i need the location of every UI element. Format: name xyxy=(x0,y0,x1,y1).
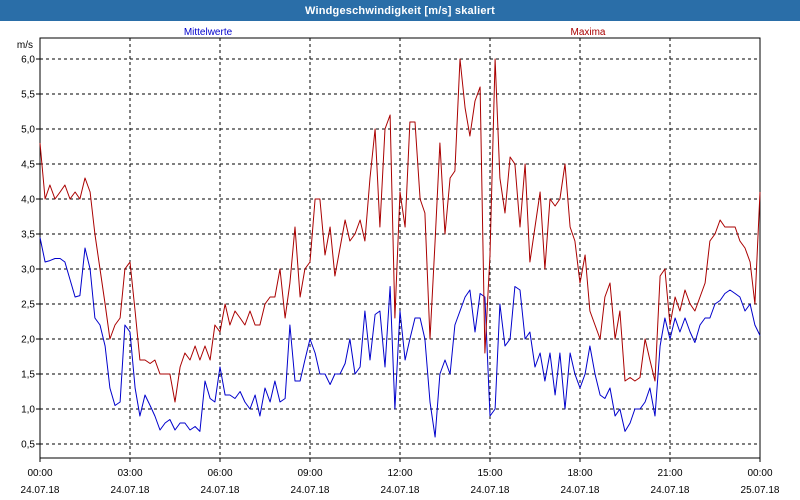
x-tick-time-label: 00:00 xyxy=(747,468,772,479)
wind-speed-chart: 0,5 1,0 1,5 2,0 2,5 3,0 3,5 4,0 4,5 5,0 5,5 6,0 00:0… xyxy=(0,21,800,500)
y-tick-label: 0,5 xyxy=(21,440,35,451)
x-tick-date-label: 24.07.18 xyxy=(651,485,690,496)
series-lines xyxy=(39,58,761,438)
y-tick-label: 3,5 xyxy=(21,230,35,241)
x-tick-date-label: 24.07.18 xyxy=(201,485,240,496)
x-tick-time-label: 03:00 xyxy=(117,468,142,479)
x-tick-time-label: 12:00 xyxy=(387,468,412,479)
y-axis-unit-label: m/s xyxy=(17,40,33,51)
axes: 0,5 1,0 1,5 2,0 2,5 3,0 3,5 4,0 4,5 5,0 5,5 6,0 00:0… xyxy=(21,55,780,497)
x-tick-date-label: 24.07.18 xyxy=(111,485,150,496)
y-tick-label: 4,5 xyxy=(21,160,35,171)
x-tick-time-label: 15:00 xyxy=(477,468,502,479)
x-tick-date-label: 24.07.18 xyxy=(291,485,330,496)
x-tick-time-label: 09:00 xyxy=(297,468,322,479)
x-tick-date-label: 24.07.18 xyxy=(561,485,600,496)
y-tick-label: 4,0 xyxy=(21,195,35,206)
window-title: Windgeschwindigkeit [m/s] skaliert xyxy=(304,4,496,17)
x-tick-date-label: 24.07.18 xyxy=(471,485,510,496)
legend-max-label: Maxima xyxy=(570,27,605,38)
window-title-bar: Windgeschwindigkeit [m/s] skaliert xyxy=(0,0,800,21)
legend-mean-label: Mittelwerte xyxy=(184,27,233,38)
y-tick-label: 1,5 xyxy=(21,370,35,381)
x-tick-time-label: 00:00 xyxy=(27,468,52,479)
x-tick-date-label: 24.07.18 xyxy=(381,485,420,496)
x-tick-date-label: 25.07.18 xyxy=(741,485,780,496)
y-tick-label: 2,5 xyxy=(21,300,35,311)
x-tick-time-label: 06:00 xyxy=(207,468,232,479)
x-tick-date-label: 24.07.18 xyxy=(21,485,60,496)
y-tick-label: 3,0 xyxy=(21,265,35,276)
y-tick-label: 5,5 xyxy=(21,90,35,101)
series-line-mittelwerte xyxy=(39,237,761,438)
y-tick-label: 1,0 xyxy=(21,405,35,416)
y-tick-label: 6,0 xyxy=(21,55,35,66)
y-tick-label: 5,0 xyxy=(21,125,35,136)
y-tick-label: 2,0 xyxy=(21,335,35,346)
x-tick-time-label: 21:00 xyxy=(657,468,682,479)
x-tick-time-label: 18:00 xyxy=(567,468,592,479)
series-line-maxima xyxy=(39,58,761,403)
